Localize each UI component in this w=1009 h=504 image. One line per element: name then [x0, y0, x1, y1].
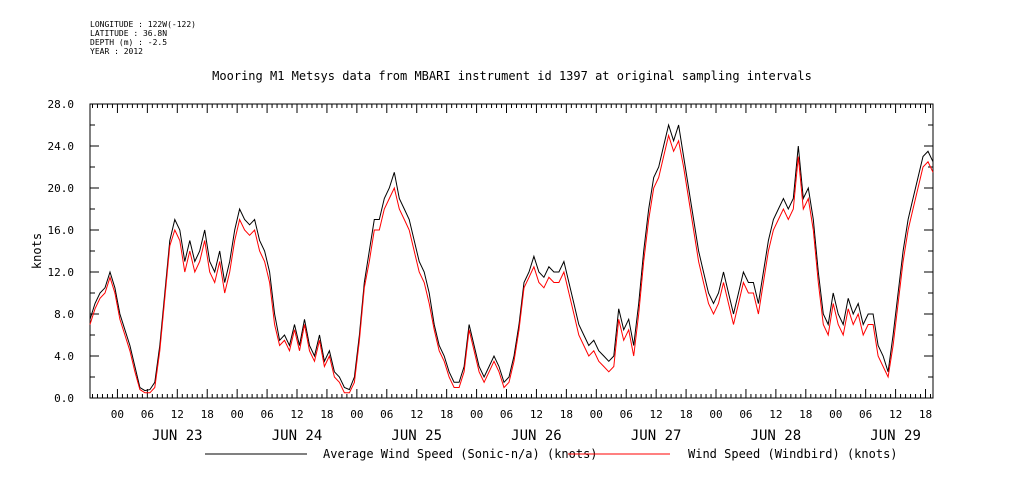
y-tick-label: 12.0 — [48, 266, 75, 279]
series-line-sonic — [89, 123, 934, 392]
y-tick-label: 4.0 — [54, 350, 74, 363]
x-day-label: JUN 29 — [870, 428, 921, 444]
metadata-depth: DEPTH (m) : -2.5 — [90, 38, 168, 47]
x-hour-label: 12 — [410, 408, 423, 421]
x-hour-label: 00 — [709, 408, 722, 421]
x-hour-label: 12 — [769, 408, 782, 421]
series-layer — [89, 123, 934, 394]
x-axis: 00 06 12 18 00 06 12 18 00 06 12 18 00 06 12 18 00 06 12 18… — [91, 104, 932, 444]
y-axis-label: knots — [30, 233, 44, 269]
x-hour-label: 00 — [350, 408, 363, 421]
x-day-label: JUN 26 — [511, 428, 562, 444]
metadata-block: LONGITUDE : 122W(-122) LATITUDE : 36.8N … — [90, 20, 196, 56]
x-hour-label: 12 — [889, 408, 902, 421]
y-tick-label: 28.0 — [48, 98, 75, 111]
legend: Average Wind Speed (Sonic-n/a) (knots) W… — [205, 447, 898, 461]
x-day-label: JUN 25 — [391, 428, 442, 444]
y-axis: 0.0 4.0 8.0 12.0 16.0 20.0 24.0 28.0 — [48, 98, 933, 405]
x-hour-label: 12 — [171, 408, 184, 421]
x-hour-label: 06 — [380, 408, 393, 421]
x-hour-label: 12 — [290, 408, 303, 421]
x-hour-label: 18 — [560, 408, 573, 421]
y-tick-label: 16.0 — [48, 224, 75, 237]
x-hour-label: 00 — [829, 408, 842, 421]
y-tick-label: 8.0 — [54, 308, 74, 321]
x-hour-label: 18 — [799, 408, 812, 421]
x-hour-label: 00 — [470, 408, 483, 421]
metadata-year: YEAR : 2012 — [90, 47, 143, 56]
plot-frame — [89, 103, 934, 399]
legend-label-sonic: Average Wind Speed (Sonic-n/a) (knots) — [323, 447, 598, 461]
x-hour-label: 18 — [440, 408, 453, 421]
x-hour-label: 00 — [231, 408, 244, 421]
x-hour-label: 18 — [919, 408, 932, 421]
x-hour-label: 06 — [859, 408, 872, 421]
metadata-longitude: LONGITUDE : 122W(-122) — [90, 20, 196, 29]
x-hour-label: 06 — [260, 408, 273, 421]
y-tick-label: 24.0 — [48, 140, 75, 153]
x-day-label: JUN 28 — [751, 428, 802, 444]
chart-title: Mooring M1 Metsys data from MBARI instru… — [212, 69, 812, 83]
series-line-windbird — [89, 133, 934, 394]
x-day-label: JUN 23 — [152, 428, 203, 444]
legend-label-windbird: Wind Speed (Windbird) (knots) — [688, 447, 898, 461]
x-hour-label: 12 — [650, 408, 663, 421]
y-tick-label: 20.0 — [48, 182, 75, 195]
x-hour-label: 18 — [320, 408, 333, 421]
x-hour-label: 06 — [739, 408, 752, 421]
x-hour-label: 06 — [620, 408, 633, 421]
y-tick-label: 0.0 — [54, 392, 74, 405]
x-hour-label: 18 — [679, 408, 692, 421]
x-hour-label: 12 — [530, 408, 543, 421]
x-hour-label: 18 — [201, 408, 214, 421]
x-day-label: JUN 27 — [631, 428, 682, 444]
x-hour-label: 06 — [141, 408, 154, 421]
x-hour-label: 00 — [590, 408, 603, 421]
x-hour-label: 06 — [500, 408, 513, 421]
x-hour-label: 00 — [111, 408, 124, 421]
metadata-latitude: LATITUDE : 36.8N — [90, 29, 168, 38]
x-day-label: JUN 24 — [272, 428, 323, 444]
